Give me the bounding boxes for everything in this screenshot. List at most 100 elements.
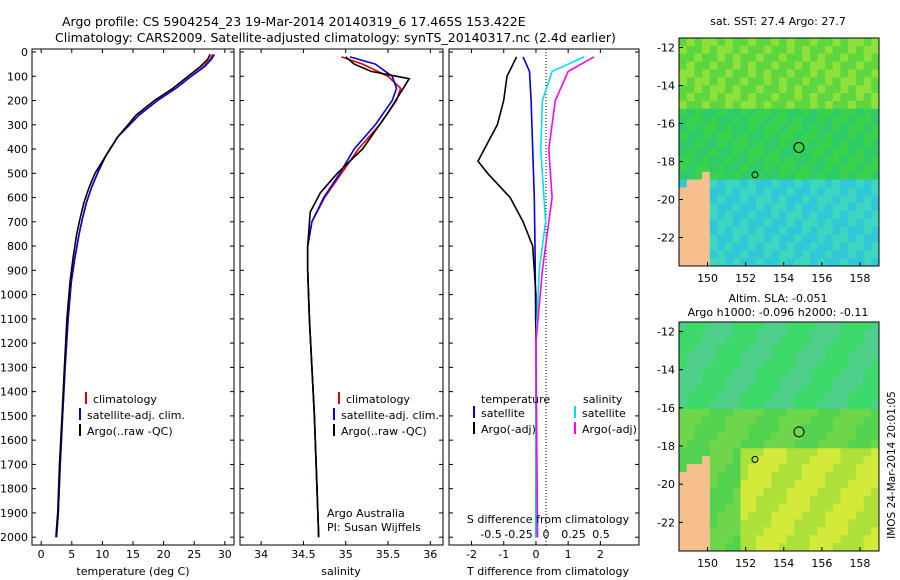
map-cell bbox=[832, 432, 842, 442]
map-cell bbox=[825, 195, 834, 204]
map-x-tick-label: 156 bbox=[811, 272, 832, 285]
x2-tick-label: -0.5 bbox=[480, 528, 501, 541]
map-cell bbox=[871, 361, 879, 370]
map-cell bbox=[871, 329, 879, 339]
map-cell bbox=[779, 479, 788, 489]
map-cell bbox=[679, 464, 688, 473]
map-cell bbox=[702, 448, 711, 457]
map-cell bbox=[702, 250, 711, 259]
map-cell bbox=[848, 218, 857, 228]
map-cell bbox=[848, 250, 857, 259]
map-cell bbox=[679, 163, 688, 173]
map-cell bbox=[679, 487, 688, 497]
map-cell bbox=[855, 155, 865, 165]
map-cell bbox=[794, 479, 803, 489]
map-cell bbox=[702, 234, 711, 244]
map-cell bbox=[755, 195, 765, 204]
map-cell bbox=[709, 448, 719, 457]
map-cell bbox=[863, 408, 872, 418]
map-cell bbox=[848, 329, 857, 339]
map-cell bbox=[848, 385, 857, 394]
map-cell bbox=[840, 527, 849, 536]
map-cell bbox=[848, 511, 857, 520]
map-cell bbox=[832, 369, 842, 378]
map-cell bbox=[763, 432, 772, 442]
map-cell bbox=[702, 226, 711, 236]
map-cell bbox=[871, 511, 879, 520]
map-cell bbox=[832, 148, 842, 157]
map-cell bbox=[679, 440, 688, 449]
map-cell bbox=[825, 377, 834, 386]
map-cell bbox=[755, 424, 765, 434]
map-cell bbox=[694, 38, 703, 47]
map-cell bbox=[794, 100, 803, 110]
map-cell bbox=[771, 385, 780, 394]
map-cell bbox=[779, 132, 788, 141]
map-cell bbox=[732, 416, 742, 426]
map-cell bbox=[717, 203, 726, 212]
map-cell bbox=[732, 108, 742, 118]
map-cell bbox=[802, 163, 811, 173]
map-cell bbox=[771, 53, 780, 63]
map-cell bbox=[755, 132, 765, 141]
map-cell bbox=[740, 416, 749, 426]
map-cell bbox=[740, 211, 749, 220]
map-cell bbox=[686, 424, 695, 434]
map-cell bbox=[786, 124, 795, 133]
map-cell bbox=[779, 353, 788, 363]
map-cell bbox=[863, 187, 872, 196]
map-cell bbox=[686, 108, 695, 118]
map-cell bbox=[832, 337, 842, 347]
map-cell bbox=[871, 337, 879, 347]
map-cell bbox=[786, 535, 795, 544]
map-cell bbox=[809, 124, 819, 133]
map-cell bbox=[794, 543, 803, 551]
temperature-plot-frame bbox=[31, 48, 235, 546]
map-cell bbox=[832, 234, 842, 244]
map-cell bbox=[794, 171, 803, 181]
map-cell bbox=[863, 472, 872, 481]
map-cell bbox=[694, 385, 703, 394]
map-cell bbox=[732, 45, 742, 55]
map-cell bbox=[855, 45, 865, 55]
map-cell bbox=[686, 479, 695, 489]
map-cell bbox=[863, 511, 872, 520]
map-cell bbox=[817, 456, 826, 465]
map-cell bbox=[740, 38, 749, 47]
map-cell bbox=[779, 535, 788, 544]
map-cell bbox=[771, 77, 780, 86]
map-cell bbox=[686, 85, 695, 94]
map-cell bbox=[809, 503, 819, 513]
map-cell bbox=[817, 124, 826, 133]
map-cell bbox=[786, 416, 795, 426]
map-cell bbox=[732, 85, 742, 94]
x-tick-label: 2 bbox=[597, 548, 604, 561]
difference-line-2 bbox=[535, 56, 585, 538]
profile-line-satellite-adj-clim- bbox=[306, 56, 398, 538]
map-cell bbox=[863, 495, 872, 505]
map-cell bbox=[694, 77, 703, 86]
map-y-tick-label: -18 bbox=[657, 440, 675, 453]
map-cell bbox=[725, 108, 734, 118]
map-cell bbox=[686, 511, 695, 520]
map-cell bbox=[686, 345, 695, 355]
map-cell bbox=[755, 472, 765, 481]
map-cell bbox=[817, 100, 826, 110]
map-cell bbox=[709, 519, 719, 528]
map-cell bbox=[748, 432, 757, 442]
map-cell bbox=[755, 69, 765, 78]
map-cell bbox=[855, 487, 865, 497]
map-cell bbox=[786, 361, 795, 370]
map-cell bbox=[779, 155, 788, 165]
difference-line-3 bbox=[535, 56, 595, 538]
map-cell bbox=[809, 211, 819, 220]
map-cell bbox=[802, 140, 811, 149]
map-cell bbox=[871, 432, 879, 442]
map-cell bbox=[779, 203, 788, 212]
map-cell bbox=[725, 140, 734, 149]
map-cell bbox=[679, 211, 688, 220]
map-cell bbox=[755, 337, 765, 347]
map-cell bbox=[717, 543, 726, 551]
map-cell bbox=[802, 487, 811, 497]
map-cell bbox=[825, 132, 834, 141]
